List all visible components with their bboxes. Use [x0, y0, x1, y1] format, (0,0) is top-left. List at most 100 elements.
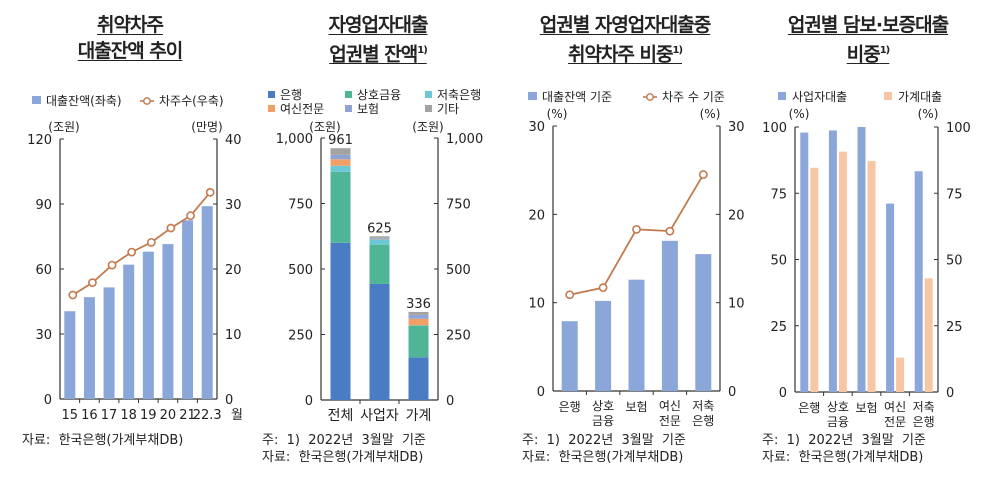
chart-3-note: 주: 1) 2022년 3월말 기준 — [522, 433, 686, 448]
chart-2-legend-swatch — [425, 105, 432, 112]
chart-2-legend-label: 보험 — [357, 102, 379, 116]
chart-2-stacked-segment — [369, 236, 390, 238]
chart-4-x-tick-label-line: 저축 — [913, 400, 935, 414]
chart-4-x-tick-label-line: 은행 — [913, 414, 935, 429]
chart-2-stacked-segment — [330, 159, 351, 166]
chart-4-legend-swatch — [778, 92, 786, 100]
chart-3-x-tick-label: 저축 은행 — [692, 399, 714, 428]
chart-2-y-left-tick-label: 250 — [288, 329, 313, 344]
chart-1-x-tick-label: 17 — [101, 408, 118, 423]
chart-4-bar-business — [857, 127, 866, 392]
chart-2-stacked-segment — [330, 242, 351, 400]
chart-1-y-left-tick-label: 30 — [35, 328, 52, 343]
chart-1-y-left-tick-label: 0 — [44, 393, 52, 408]
chart-3-x-tick-label-line: 은행 — [692, 413, 714, 428]
chart-1-line-point — [186, 211, 195, 221]
chart-4-y-right-tick-label: 75 — [946, 187, 963, 202]
chart-1-x-tick-label: 20 — [160, 408, 177, 423]
chart-1-legend-bar-swatch — [32, 96, 41, 104]
chart-4-right-unit-label: (%) — [918, 107, 939, 121]
chart-3-legend-line-marker — [646, 93, 654, 101]
chart-3-legend-bar-label: 대출잔액 기준 — [542, 90, 612, 104]
chart-2-y-left-tick-label: 1,000 — [276, 132, 313, 147]
chart-2-stacked-segment — [408, 314, 429, 319]
chart-4-legend-swatch — [884, 92, 892, 100]
chart-2-y-right-tick-label: 1,000 — [446, 132, 483, 147]
chart-2-x-tick-label: 사업자 — [360, 408, 399, 424]
chart-2-stacked-segment — [408, 318, 429, 326]
chart-4-title-line-1: 업권별 담보·보증대출 — [787, 14, 949, 36]
chart-2-stacked-segment — [330, 165, 351, 172]
chart-2-title-footnote: 1) — [417, 45, 427, 56]
chart-3-line-point — [698, 170, 708, 179]
chart-2-legend-label: 저축은행 — [437, 87, 481, 102]
chart-4-legend-label: 가계대출 — [898, 90, 942, 104]
chart-4-bar-business — [828, 130, 837, 392]
chart-3-title-line-2-wrap: 취약차주 비중1) — [500, 38, 750, 67]
chart-1-legend-line-marker — [143, 97, 151, 105]
chart-1-y-right-tick-label: 20 — [225, 263, 242, 278]
chart-4-x-tick-label: 여신 전문 — [884, 400, 906, 429]
chart-2-y-left-tick-label: 750 — [288, 198, 313, 213]
chart-2-legend-swatch — [268, 105, 275, 112]
chart-1-bar — [162, 244, 174, 399]
chart-1-x-tick-label: 16 — [81, 408, 98, 423]
chart-4-x-tick-label-line: 여신 — [884, 400, 906, 414]
chart-1-source: 자료: 한국은행(가계부채DB) — [22, 433, 184, 448]
chart-1-line-point — [107, 260, 117, 270]
chart-3-y-left-tick-label: 0 — [537, 385, 545, 400]
chart-2-y-right-tick-label: 0 — [446, 394, 454, 409]
chart-3-x-tick-label-line: 전문 — [659, 414, 681, 428]
chart-1-bar — [64, 311, 76, 399]
chart-1-legend-line-label: 차주수(우축) — [159, 94, 224, 108]
chart-4-title-line-2: 비중 — [846, 43, 881, 66]
chart-4-x-tick-label: 저축 은행 — [913, 400, 935, 429]
chart-1-y-right-tick-label: 40 — [225, 133, 242, 148]
chart-4-x-tick-label: 은행 — [798, 400, 820, 415]
chart-1-bar — [123, 264, 135, 399]
chart-4-title-line-2-wrap: 비중1) — [743, 38, 993, 67]
chart-2-source: 자료: 한국은행(가계부채DB) — [262, 450, 424, 465]
chart-3-source: 자료: 한국은행(가계부채DB) — [522, 450, 684, 465]
chart-2-title-line-2: 업권별 잔액 — [329, 43, 418, 66]
chart-1-line-point — [166, 223, 176, 233]
chart-1-title-line-1: 취약차주 — [97, 14, 164, 36]
chart-1-bar — [182, 220, 194, 399]
chart-3-legend-line-label: 차주 수 기준 — [662, 90, 725, 104]
chart-2-stacked-segment — [369, 238, 390, 240]
chart-3-x-tick-label: 상호 금융 — [592, 399, 614, 428]
chart-2-total-label: 961 — [328, 133, 353, 148]
chart-4-bar-household — [896, 357, 905, 392]
chart-1-left-unit-label: (조원) — [48, 120, 79, 134]
chart-1-line-point — [68, 290, 78, 300]
chart-2-stacked-segment — [369, 244, 390, 284]
chart-1-y-left-tick-label: 60 — [35, 263, 52, 278]
chart-1-x-tick-label: 19 — [140, 408, 157, 423]
chart-1-x-tick-label: 15 — [62, 408, 79, 423]
chart-4-x-tick-label: 보험 — [855, 401, 877, 415]
chart-2-legend-label: 은행 — [280, 87, 302, 102]
chart-2-title-line-1: 자영업자대출 — [328, 14, 429, 36]
chart-3-line-point — [632, 224, 641, 234]
chart-2-x-tick-label: 가계 — [406, 408, 432, 424]
chart-3-y-right-tick-label: 20 — [728, 208, 745, 223]
chart-1-line-point — [146, 237, 156, 247]
chart-2-legend-label: 상호금융 — [357, 88, 401, 102]
chart-3-left-unit-label: (%) — [547, 107, 568, 121]
chart-3-y-left-tick-label: 10 — [528, 297, 545, 312]
chart-3-bar — [661, 240, 678, 391]
chart-4-bar-household — [838, 151, 847, 392]
chart-1-x-tick-label: 18 — [120, 408, 137, 423]
chart-1-title-line-2: 대출잔액 추이 — [77, 40, 184, 62]
chart-3-x-tick-label: 여신 전문 — [659, 399, 681, 428]
chart-4-y-left-tick-label: 0 — [779, 386, 787, 401]
chart-2-title-line-2-wrap: 업권별 잔액1) — [253, 38, 503, 67]
chart-2-right-unit-label: (조원) — [412, 120, 443, 134]
chart-1-x-tick-label: 21 — [179, 408, 196, 423]
chart-1-x-unit-label: 월 — [231, 408, 243, 423]
chart-3-y-left-tick-label: 30 — [528, 120, 545, 135]
chart-3-title-footnote: 1) — [672, 45, 683, 56]
chart-3-bar — [595, 300, 612, 391]
chart-1-x-tick-label: 22.3 — [193, 408, 222, 423]
